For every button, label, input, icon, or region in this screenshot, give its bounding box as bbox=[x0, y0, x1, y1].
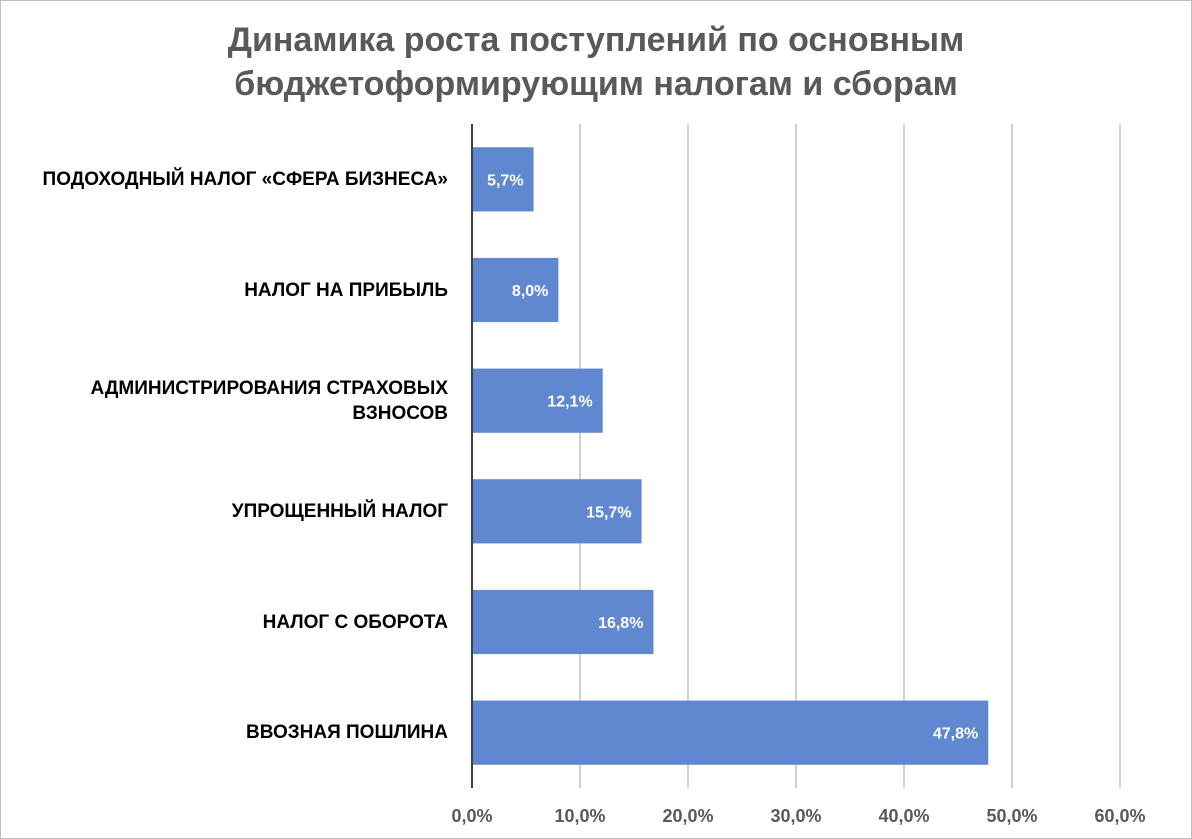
category-label: НАЛОГ С ОБОРОТА bbox=[262, 611, 448, 633]
data-label: 47,8% bbox=[933, 726, 978, 743]
data-label: 12,1% bbox=[547, 394, 592, 411]
bar bbox=[472, 257, 559, 323]
bar bbox=[472, 479, 642, 544]
x-tick-label: 0,0% bbox=[451, 806, 492, 826]
x-tick-label: 30,0% bbox=[770, 806, 821, 826]
bar bbox=[472, 147, 534, 212]
data-label: 16,8% bbox=[598, 615, 643, 632]
bar bbox=[472, 589, 654, 655]
x-tick-label: 50,0% bbox=[986, 806, 1037, 826]
bar bbox=[472, 700, 989, 765]
category-label: ВВОЗНАЯ ПОШЛИНА bbox=[246, 722, 448, 744]
category-label: УПРОЩЕННЫЙ НАЛОГ bbox=[231, 500, 448, 522]
chart-title: Динамика роста поступлений по основным б… bbox=[0, 18, 1192, 106]
chart-title-line-2: бюджетоформирующим налогам и сборам bbox=[234, 65, 958, 103]
chart-title-line-1: Динамика роста поступлений по основным bbox=[227, 21, 965, 59]
category-label: АДМИНИСТРИРОВАНИЯ СТРАХОВЫХ ВЗНОСОВ bbox=[90, 377, 448, 424]
x-tick-label: 40,0% bbox=[878, 806, 929, 826]
x-tick-label: 20,0% bbox=[662, 806, 713, 826]
bar bbox=[472, 368, 603, 433]
x-tick-label: 10,0% bbox=[554, 806, 605, 826]
data-label: 15,7% bbox=[586, 504, 631, 521]
data-label: 5,7% bbox=[487, 172, 523, 189]
category-label: ПОДОХОДНЫЙ НАЛОГ «СФЕРА БИЗНЕСА» bbox=[42, 168, 448, 190]
x-tick-label: 60,0% bbox=[1094, 806, 1145, 826]
data-label: 8,0% bbox=[512, 283, 548, 300]
category-label: НАЛОГ НА ПРИБЫЛЬ bbox=[244, 279, 448, 301]
